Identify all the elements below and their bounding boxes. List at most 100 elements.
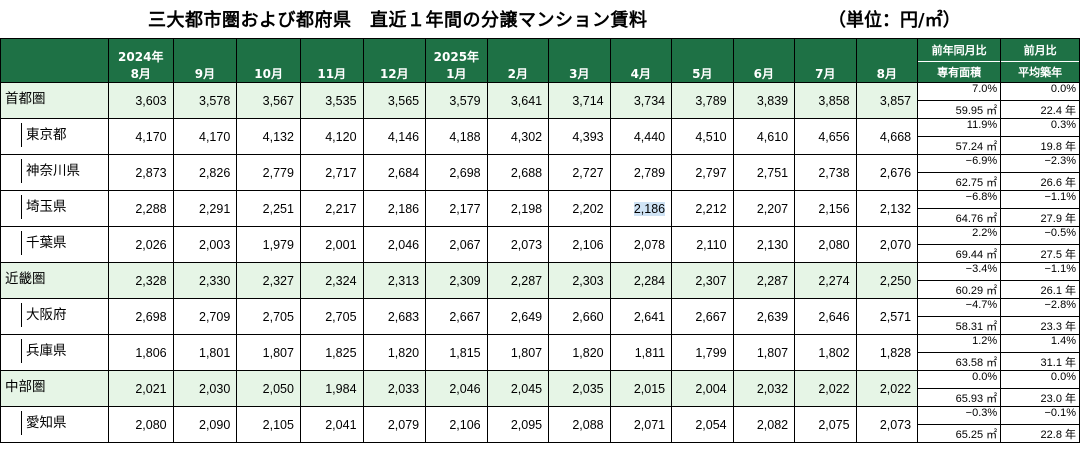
rent-cell: 2,324 xyxy=(299,262,364,299)
rent-cell: 2,156 xyxy=(794,190,857,227)
header-month: 4月 xyxy=(609,38,673,83)
mom-cell: −2.3% xyxy=(1000,154,1080,173)
rent-cell: 2,067 xyxy=(425,226,488,263)
rent-cell: 2,287 xyxy=(732,262,796,299)
rent-cell: 2,303 xyxy=(548,262,611,299)
rent-cell: 3,565 xyxy=(362,82,427,119)
rent-cell: 2,660 xyxy=(548,298,611,335)
prefecture-label: 千葉県 xyxy=(0,226,109,263)
mom-cell: −2.8% xyxy=(1000,298,1080,317)
area-cell: 60.29 ㎡ xyxy=(917,280,1002,299)
rent-cell: 2,667 xyxy=(425,298,488,335)
rent-cell: 2,045 xyxy=(486,370,550,407)
rent-cell: 2,873 xyxy=(107,154,174,191)
area-cell: 57.24 ㎡ xyxy=(917,136,1002,155)
rent-cell: 2,080 xyxy=(107,406,174,443)
rent-cell: 2,079 xyxy=(362,406,427,443)
age-cell: 23.3 年 xyxy=(1000,316,1080,335)
mom-cell: −0.5% xyxy=(1000,226,1080,245)
rent-cell: 2,705 xyxy=(236,298,301,335)
region-label: 中部圏 xyxy=(0,370,109,407)
rent-cell: 2,186 xyxy=(609,190,673,227)
rent-cell: 3,567 xyxy=(236,82,301,119)
rent-cell: 1,815 xyxy=(425,334,488,371)
rent-cell: 2,080 xyxy=(794,226,857,263)
area-cell: 65.93 ㎡ xyxy=(917,388,1002,407)
mom-cell: 0.0% xyxy=(1000,370,1080,389)
rent-cell: 2,046 xyxy=(362,226,427,263)
table-row: 大阪府 2,698 2,709 2,705 2,705 2,683 2,667 2,649 2,… xyxy=(0,298,1080,335)
rent-cell: 2,705 xyxy=(299,298,364,335)
rent-cell: 1,825 xyxy=(299,334,364,371)
rent-cell: 1,811 xyxy=(609,334,673,371)
table-row: 神奈川県 2,873 2,826 2,779 2,717 2,684 2,698 2,688 2… xyxy=(0,154,1080,191)
rent-cell: 2,649 xyxy=(486,298,550,335)
rent-cell: 2,641 xyxy=(609,298,673,335)
table-row: 近畿圏 2,328 2,330 2,327 2,324 2,313 2,309 2,287 2,… xyxy=(0,262,1080,299)
rent-cell: 2,646 xyxy=(794,298,857,335)
rent-cell: 2,698 xyxy=(425,154,488,191)
area-cell: 62.75 ㎡ xyxy=(917,172,1002,191)
prefecture-label: 大阪府 xyxy=(0,298,109,335)
header-month: 2025年 1月 xyxy=(425,38,488,83)
rent-cell: 2,046 xyxy=(425,370,488,407)
rent-cell: 1,820 xyxy=(548,334,611,371)
mom-cell: 1.4% xyxy=(1000,334,1080,353)
rent-cell: 1,984 xyxy=(299,370,364,407)
rent-cell: 2,070 xyxy=(855,226,919,263)
header-month: 5月 xyxy=(671,38,734,83)
rent-cell: 2,684 xyxy=(362,154,427,191)
header-row: 2024年 8月 9月 10月 11月 12月 2025年 1月 2月 3月 4月 … xyxy=(0,38,1080,83)
rent-cell: 2,688 xyxy=(486,154,550,191)
rent-cell: 2,251 xyxy=(236,190,301,227)
table-subrow: 63.58 ㎡ 31.1 年 xyxy=(1,352,1080,371)
rent-cell: 1,802 xyxy=(794,334,857,371)
yoy-cell: 1.2% xyxy=(917,334,1002,353)
table-row: 愛知県 2,080 2,090 2,105 2,041 2,079 2,106 2,095 2,… xyxy=(0,406,1080,443)
rent-cell: 2,022 xyxy=(794,370,857,407)
rent-cell: 1,801 xyxy=(172,334,238,371)
rent-cell: 1,806 xyxy=(107,334,174,371)
area-cell: 58.31 ㎡ xyxy=(917,316,1002,335)
rent-cell: 2,287 xyxy=(486,262,550,299)
prefecture-label: 愛知県 xyxy=(0,406,109,443)
yoy-cell: 0.0% xyxy=(917,370,1002,389)
mom-cell: −0.1% xyxy=(1000,406,1080,425)
rent-cell: 2,035 xyxy=(548,370,611,407)
area-cell: 65.25 ㎡ xyxy=(917,424,1002,443)
age-cell: 23.0 年 xyxy=(1000,388,1080,407)
age-cell: 22.8 年 xyxy=(1000,424,1080,443)
rent-cell: 1,807 xyxy=(732,334,796,371)
rent-cell: 2,033 xyxy=(362,370,427,407)
header-yoy: 前年同月比 専有面積 xyxy=(917,38,1002,83)
table-row: 埼玉県 2,288 2,291 2,251 2,217 2,186 2,177 2,198 2,… xyxy=(0,190,1080,227)
rent-cell: 2,571 xyxy=(855,298,919,335)
rent-cell: 2,284 xyxy=(609,262,673,299)
age-cell: 26.1 年 xyxy=(1000,280,1080,299)
rent-cell: 2,639 xyxy=(732,298,796,335)
area-cell: 69.44 ㎡ xyxy=(917,244,1002,263)
rent-cell: 2,073 xyxy=(486,226,550,263)
rent-table: 2024年 8月 9月 10月 11月 12月 2025年 1月 2月 3月 4月 … xyxy=(0,38,1080,443)
rent-cell: 2,327 xyxy=(236,262,301,299)
rent-cell: 2,078 xyxy=(609,226,673,263)
rent-cell: 2,198 xyxy=(486,190,550,227)
rent-cell: 2,738 xyxy=(794,154,857,191)
rent-cell: 3,714 xyxy=(548,82,611,119)
header-month: 11月 xyxy=(299,38,364,83)
age-cell: 19.8 年 xyxy=(1000,136,1080,155)
rent-cell: 2,073 xyxy=(855,406,919,443)
rent-cell: 2,130 xyxy=(732,226,796,263)
rent-cell: 4,668 xyxy=(855,118,919,155)
rent-cell: 2,110 xyxy=(671,226,734,263)
region-label: 首都圏 xyxy=(0,82,109,119)
age-cell: 31.1 年 xyxy=(1000,352,1080,371)
rent-cell: 4,120 xyxy=(299,118,364,155)
rent-cell: 4,510 xyxy=(671,118,734,155)
rent-cell: 2,032 xyxy=(732,370,796,407)
rent-cell: 3,578 xyxy=(172,82,238,119)
rent-cell: 4,170 xyxy=(172,118,238,155)
prefecture-label: 兵庫県 xyxy=(0,334,109,371)
mom-cell: −1.1% xyxy=(1000,262,1080,281)
rent-cell: 2,186 xyxy=(362,190,427,227)
